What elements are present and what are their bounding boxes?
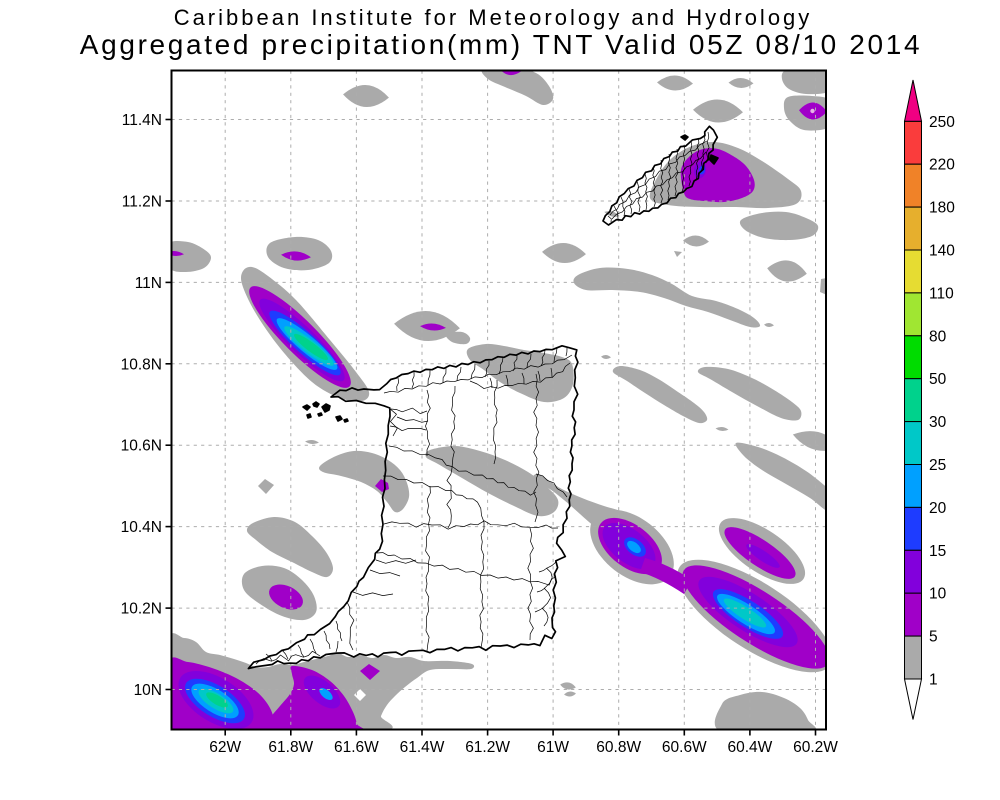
svg-text:110: 110 <box>929 285 954 302</box>
svg-text:10.8N: 10.8N <box>121 356 162 373</box>
svg-text:15: 15 <box>929 543 946 560</box>
svg-text:10.2N: 10.2N <box>121 601 162 618</box>
svg-text:10.4N: 10.4N <box>121 519 162 536</box>
svg-text:30: 30 <box>929 414 947 431</box>
svg-text:5: 5 <box>929 629 938 646</box>
svg-text:140: 140 <box>929 243 955 260</box>
svg-text:10: 10 <box>929 586 947 603</box>
svg-text:11.2N: 11.2N <box>122 194 162 211</box>
svg-text:1: 1 <box>929 672 938 689</box>
svg-text:220: 220 <box>929 157 955 174</box>
svg-text:80: 80 <box>929 328 947 345</box>
svg-text:Aggregated precipitation(mm) T: Aggregated precipitation(mm) TNT Valid 0… <box>80 29 922 60</box>
svg-text:10N: 10N <box>134 682 162 699</box>
svg-text:20: 20 <box>929 500 947 517</box>
svg-text:62W: 62W <box>209 739 241 756</box>
svg-text:61.4W: 61.4W <box>400 739 445 756</box>
svg-text:11N: 11N <box>135 275 162 292</box>
svg-text:11.4N: 11.4N <box>122 112 162 129</box>
svg-text:180: 180 <box>929 200 955 217</box>
svg-text:50: 50 <box>929 371 947 388</box>
svg-text:60.2W: 60.2W <box>793 739 838 756</box>
svg-text:25: 25 <box>929 457 946 474</box>
svg-text:61.8W: 61.8W <box>268 739 313 756</box>
svg-text:61.6W: 61.6W <box>334 739 379 756</box>
svg-text:61W: 61W <box>537 739 569 756</box>
svg-text:60.4W: 60.4W <box>727 739 772 756</box>
svg-text:250: 250 <box>929 114 955 131</box>
svg-text:60.6W: 60.6W <box>662 739 707 756</box>
svg-text:60.8W: 60.8W <box>596 739 641 756</box>
svg-text:61.2W: 61.2W <box>465 739 510 756</box>
svg-text:Caribbean Institute for Meteor: Caribbean Institute for Meteorology and … <box>174 5 813 30</box>
svg-text:10.6N: 10.6N <box>121 438 162 455</box>
